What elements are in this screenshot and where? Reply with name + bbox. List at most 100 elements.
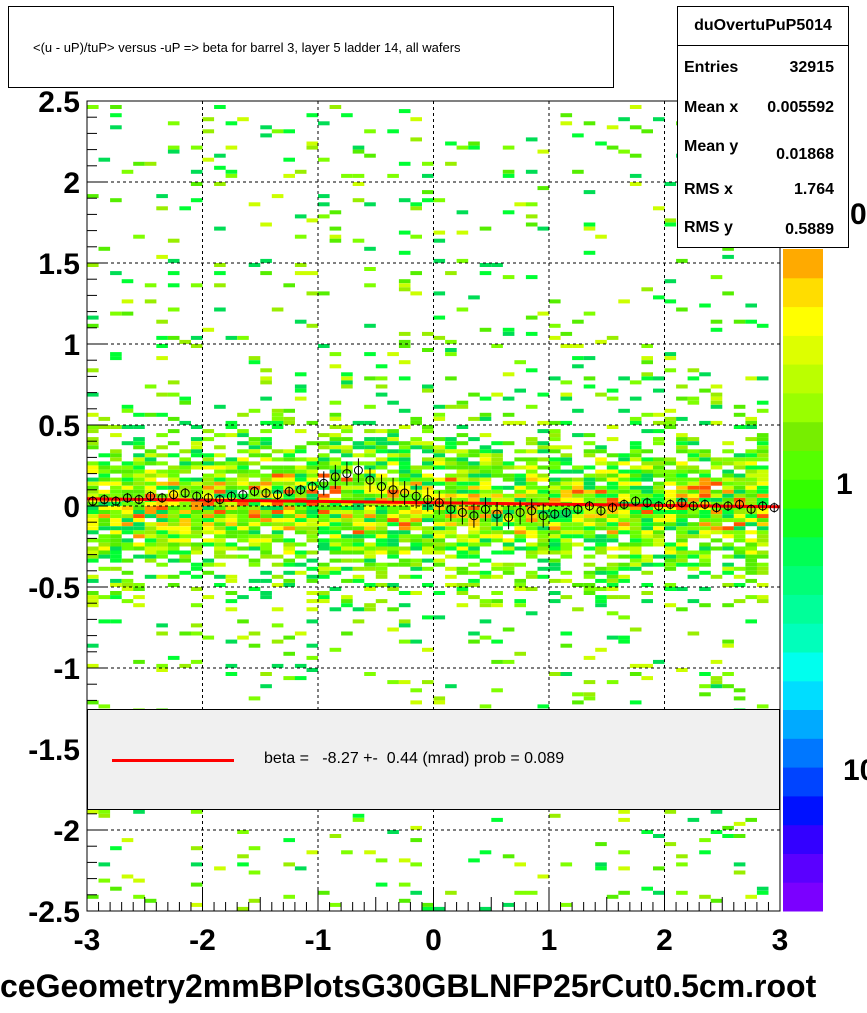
heatmap-cell [629, 542, 642, 547]
heatmap-cell [572, 518, 584, 523]
heatmap-cell [664, 550, 677, 555]
heatmap-cell [595, 866, 607, 871]
heatmap-cell [318, 595, 330, 600]
heatmap-cell [699, 534, 711, 539]
heatmap-cell [456, 546, 469, 551]
legend-fit-result: beta = -8.27 +- 0.44 (mrad) prob = 0.089 [264, 750, 565, 767]
heatmap-cell [225, 510, 238, 514]
heatmap-cell [549, 477, 561, 482]
heatmap-cell [502, 372, 515, 377]
heatmap-cell [502, 485, 515, 490]
profile-point [688, 501, 698, 511]
heatmap-cell [329, 542, 342, 547]
heatmap-cell [468, 542, 480, 547]
heatmap-cell [375, 506, 388, 510]
heatmap-cell [653, 514, 665, 519]
heatmap-cell [237, 514, 249, 519]
heatmap-cell [387, 514, 399, 519]
heatmap-cell [618, 530, 630, 535]
heatmap-cell [629, 481, 642, 486]
heatmap-cell [664, 218, 677, 223]
heatmap-cell [237, 481, 249, 486]
heatmap-cell [410, 469, 422, 474]
color-scale-segment [783, 623, 823, 653]
heatmap-cell [502, 327, 515, 332]
heatmap-cell [271, 307, 284, 312]
heatmap-cell [583, 546, 596, 551]
heatmap-cell [202, 473, 215, 478]
heatmap-cell [618, 615, 630, 620]
heatmap-cell [225, 335, 238, 340]
heatmap-cell [375, 542, 388, 547]
heatmap-cell [121, 481, 134, 486]
heatmap-cell [167, 477, 180, 482]
heatmap-cell [98, 542, 111, 547]
heatmap-cell [733, 514, 746, 519]
heatmap-cell [641, 534, 653, 539]
heatmap-cell [398, 279, 411, 284]
heatmap-cell [537, 497, 550, 502]
heatmap-cell [710, 497, 723, 502]
color-scale-segment [783, 738, 823, 768]
stats-value: 1.764 [793, 181, 834, 198]
heatmap-cell [341, 599, 353, 604]
heatmap-cell [260, 501, 272, 506]
heatmap-cell [271, 583, 284, 587]
heatmap-cell [271, 129, 284, 134]
heatmap-cell [306, 518, 319, 523]
heatmap-cell [283, 420, 295, 425]
heatmap-cell [225, 469, 238, 474]
heatmap-cell [676, 485, 688, 490]
heatmap-cell [629, 105, 642, 109]
heatmap-cell [167, 481, 180, 486]
heatmap-cell [572, 530, 584, 535]
heatmap-cell [179, 522, 191, 527]
heatmap-cell [260, 368, 272, 373]
heatmap-cell [283, 862, 295, 867]
heatmap-cell [318, 530, 330, 535]
heatmap-cell [687, 631, 700, 636]
heatmap-cell [87, 461, 99, 466]
heatmap-cell [468, 550, 480, 555]
heatmap-cell [583, 497, 596, 502]
heatmap-cell [167, 283, 180, 288]
heatmap-cell [110, 542, 122, 547]
heatmap-cell [364, 153, 376, 158]
heatmap-cell [352, 149, 365, 154]
heatmap-cell [653, 866, 665, 871]
heatmap-cell [144, 898, 157, 903]
heatmap-cell [676, 542, 688, 547]
heatmap-cell [329, 566, 342, 571]
heatmap-cell [433, 437, 446, 442]
heatmap-cell [456, 210, 469, 215]
heatmap-cell [167, 465, 180, 470]
heatmap-cell [549, 599, 561, 604]
heatmap-cell [271, 522, 284, 527]
heatmap-cell [433, 481, 446, 486]
heatmap-cell [722, 497, 734, 502]
heatmap-cell [606, 396, 619, 401]
heatmap-cell [364, 461, 376, 466]
heatmap-cell [629, 546, 642, 551]
heatmap-cell [722, 469, 734, 474]
heatmap-cell [294, 169, 307, 174]
heatmap-cell [699, 522, 711, 527]
heatmap-cell [306, 599, 319, 604]
heatmap-cell [271, 485, 284, 490]
heatmap-cell [422, 510, 434, 514]
heatmap-cell [549, 493, 561, 498]
heatmap-cell [595, 595, 607, 600]
heatmap-cell [445, 566, 457, 571]
heatmap-cell [699, 449, 711, 454]
heatmap-cell [283, 501, 295, 506]
heatmap-cell [410, 700, 422, 705]
heatmap-cell [722, 603, 734, 608]
heatmap-cell [710, 327, 723, 332]
heatmap-cell [710, 396, 723, 401]
heatmap-cell [629, 510, 642, 514]
heatmap-cell [710, 898, 723, 903]
heatmap-cell [595, 234, 607, 239]
heatmap-cell [329, 538, 342, 543]
heatmap-cell [110, 550, 122, 555]
heatmap-cell [329, 105, 342, 109]
